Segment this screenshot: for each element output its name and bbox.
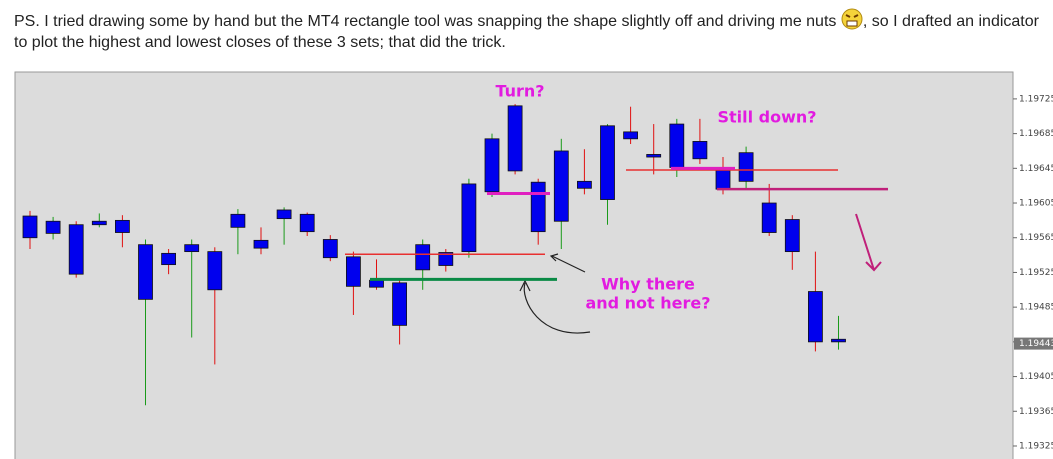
price-scale [1013,72,1053,459]
candle-body [392,282,408,326]
candle-body [623,131,638,140]
candle-body [91,220,107,226]
y-tick-label: 1.19325 [1019,441,1053,451]
candle-body [369,279,384,288]
candle-body [438,252,454,266]
candle-body [345,256,361,287]
candle-body [808,291,823,343]
annotation: and not here? [585,294,710,313]
y-tick-label: 1.19405 [1019,372,1053,382]
candle-body [276,209,292,220]
candle-body [530,181,546,233]
y-tick-label: 1.19685 [1019,129,1053,139]
annotation: Turn? [495,82,544,101]
post-text: , so I drafted an indicator to plot the … [14,13,1039,51]
arrow [551,255,586,273]
candle-body [207,251,223,291]
candle-body [230,213,246,228]
candle-body [715,168,731,190]
current-price-label: 1.19443 [1019,339,1053,349]
post: PS. I tried drawing some by hand but the… [14,8,1053,53]
candle-body [669,123,685,168]
annotation: Still down? [717,108,816,127]
y-tick-label: 1.19605 [1019,199,1053,209]
candle-body [761,202,777,233]
candle-body [577,180,592,189]
candle-body [738,152,754,182]
candle-body [646,154,662,158]
candle-body [692,141,708,160]
candle-body [68,224,84,275]
arrow-head [519,279,531,292]
down-arrow [855,213,882,272]
y-tick-label: 1.19645 [1019,164,1053,174]
candle-body [115,219,130,233]
candle-body [553,150,569,222]
candle-body [138,244,153,300]
candle-body [253,239,269,249]
post-text: PS. I tried drawing some by hand but the… [14,13,837,30]
angry-emoji [841,8,863,30]
arrow-head [549,253,559,262]
candle-body [161,252,177,266]
candle-body [831,338,846,343]
y-tick-label: 1.19485 [1019,303,1053,313]
annotation: Why there [601,275,695,294]
curved-arrow [523,282,591,334]
candle-body [184,244,200,253]
y-tick-label: 1.19725 [1019,94,1053,104]
candle-body [22,215,38,239]
candle-body [784,219,800,253]
candle-body [461,183,477,253]
candle-body [600,125,615,200]
current-price-box [1014,337,1053,350]
candle-body [484,138,500,193]
candle-body [415,244,431,271]
candle-body [299,213,315,233]
y-tick-label: 1.19565 [1019,233,1053,243]
y-tick-label: 1.19365 [1019,407,1053,417]
candle-body [45,220,61,234]
candle-body [322,239,338,259]
y-tick-label: 1.19525 [1019,268,1053,278]
candle-body [507,105,523,172]
